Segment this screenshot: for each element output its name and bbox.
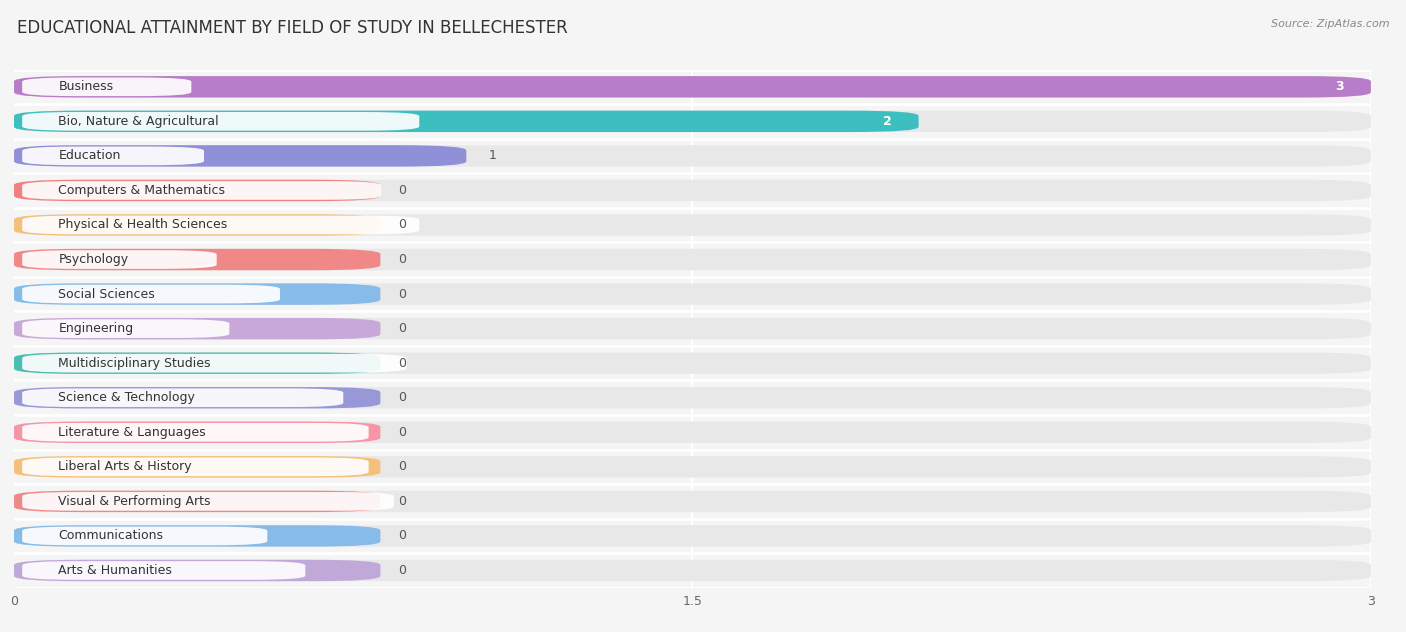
Text: 0: 0 bbox=[398, 253, 406, 266]
FancyBboxPatch shape bbox=[14, 111, 1371, 132]
Text: 0: 0 bbox=[398, 219, 406, 231]
FancyBboxPatch shape bbox=[14, 387, 381, 408]
Text: Science & Technology: Science & Technology bbox=[59, 391, 195, 404]
FancyBboxPatch shape bbox=[14, 249, 1371, 270]
Text: 1: 1 bbox=[489, 149, 496, 162]
FancyBboxPatch shape bbox=[14, 422, 381, 443]
FancyBboxPatch shape bbox=[14, 387, 1371, 408]
Text: Multidisciplinary Studies: Multidisciplinary Studies bbox=[59, 356, 211, 370]
FancyBboxPatch shape bbox=[14, 249, 381, 270]
FancyBboxPatch shape bbox=[22, 112, 419, 131]
Text: 0: 0 bbox=[398, 564, 406, 577]
FancyBboxPatch shape bbox=[14, 179, 381, 201]
Text: 0: 0 bbox=[398, 460, 406, 473]
FancyBboxPatch shape bbox=[14, 422, 1371, 443]
FancyBboxPatch shape bbox=[22, 492, 394, 511]
Text: Business: Business bbox=[59, 80, 114, 94]
Text: 0: 0 bbox=[398, 322, 406, 335]
FancyBboxPatch shape bbox=[14, 76, 1371, 97]
Text: 0: 0 bbox=[398, 530, 406, 542]
FancyBboxPatch shape bbox=[14, 353, 381, 374]
FancyBboxPatch shape bbox=[14, 76, 1371, 97]
FancyBboxPatch shape bbox=[22, 561, 305, 580]
FancyBboxPatch shape bbox=[14, 214, 381, 236]
Text: Education: Education bbox=[59, 149, 121, 162]
Text: Engineering: Engineering bbox=[59, 322, 134, 335]
Text: 0: 0 bbox=[398, 391, 406, 404]
Text: Physical & Health Sciences: Physical & Health Sciences bbox=[59, 219, 228, 231]
FancyBboxPatch shape bbox=[14, 353, 1371, 374]
FancyBboxPatch shape bbox=[14, 525, 1371, 547]
FancyBboxPatch shape bbox=[14, 560, 381, 581]
FancyBboxPatch shape bbox=[22, 354, 406, 372]
FancyBboxPatch shape bbox=[14, 318, 1371, 339]
Text: EDUCATIONAL ATTAINMENT BY FIELD OF STUDY IN BELLECHESTER: EDUCATIONAL ATTAINMENT BY FIELD OF STUDY… bbox=[17, 19, 568, 37]
FancyBboxPatch shape bbox=[22, 389, 343, 407]
Text: Source: ZipAtlas.com: Source: ZipAtlas.com bbox=[1271, 19, 1389, 29]
FancyBboxPatch shape bbox=[14, 179, 1371, 201]
FancyBboxPatch shape bbox=[14, 283, 1371, 305]
Text: Literature & Languages: Literature & Languages bbox=[59, 426, 207, 439]
Text: 0: 0 bbox=[398, 184, 406, 197]
FancyBboxPatch shape bbox=[14, 214, 1371, 236]
FancyBboxPatch shape bbox=[14, 145, 467, 167]
FancyBboxPatch shape bbox=[22, 147, 204, 165]
FancyBboxPatch shape bbox=[22, 250, 217, 269]
FancyBboxPatch shape bbox=[14, 456, 381, 478]
FancyBboxPatch shape bbox=[22, 78, 191, 96]
FancyBboxPatch shape bbox=[22, 181, 381, 200]
Text: 0: 0 bbox=[398, 426, 406, 439]
FancyBboxPatch shape bbox=[22, 423, 368, 442]
Text: Computers & Mathematics: Computers & Mathematics bbox=[59, 184, 225, 197]
FancyBboxPatch shape bbox=[22, 526, 267, 545]
FancyBboxPatch shape bbox=[14, 490, 1371, 512]
FancyBboxPatch shape bbox=[14, 560, 1371, 581]
FancyBboxPatch shape bbox=[22, 285, 280, 303]
Text: Communications: Communications bbox=[59, 530, 163, 542]
Text: Visual & Performing Arts: Visual & Performing Arts bbox=[59, 495, 211, 508]
Text: Arts & Humanities: Arts & Humanities bbox=[59, 564, 173, 577]
Text: 0: 0 bbox=[398, 288, 406, 301]
Text: Liberal Arts & History: Liberal Arts & History bbox=[59, 460, 193, 473]
Text: Bio, Nature & Agricultural: Bio, Nature & Agricultural bbox=[59, 115, 219, 128]
Text: 0: 0 bbox=[398, 356, 406, 370]
FancyBboxPatch shape bbox=[22, 319, 229, 338]
FancyBboxPatch shape bbox=[14, 145, 1371, 167]
FancyBboxPatch shape bbox=[14, 490, 381, 512]
FancyBboxPatch shape bbox=[14, 525, 381, 547]
FancyBboxPatch shape bbox=[22, 458, 368, 476]
Text: 3: 3 bbox=[1336, 80, 1344, 94]
FancyBboxPatch shape bbox=[14, 456, 1371, 478]
Text: 0: 0 bbox=[398, 495, 406, 508]
FancyBboxPatch shape bbox=[14, 111, 918, 132]
FancyBboxPatch shape bbox=[14, 283, 381, 305]
FancyBboxPatch shape bbox=[14, 318, 381, 339]
Text: Psychology: Psychology bbox=[59, 253, 128, 266]
Text: 2: 2 bbox=[883, 115, 891, 128]
FancyBboxPatch shape bbox=[22, 216, 419, 234]
Text: Social Sciences: Social Sciences bbox=[59, 288, 155, 301]
